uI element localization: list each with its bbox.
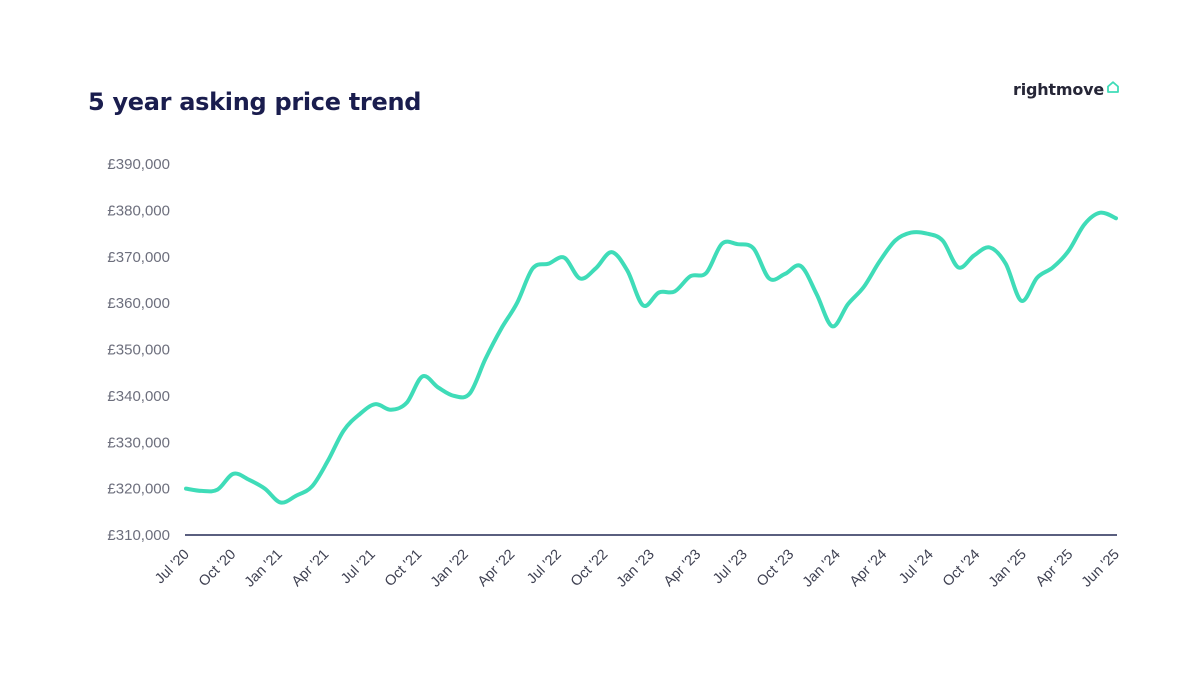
data-point bbox=[231, 472, 235, 476]
x-tick-label: Jan '21 bbox=[242, 547, 286, 591]
data-point bbox=[515, 301, 519, 305]
data-point bbox=[657, 291, 661, 295]
brand-name: rightmove bbox=[1013, 80, 1105, 99]
x-tick-label: Jan '23 bbox=[614, 547, 658, 591]
rightmove-logo: rightmove bbox=[1013, 80, 1120, 99]
x-tick-label: Oct '21 bbox=[382, 547, 425, 590]
data-point bbox=[878, 259, 882, 263]
data-point bbox=[767, 277, 771, 281]
data-point bbox=[247, 478, 251, 482]
x-tick-label: Oct '20 bbox=[196, 547, 239, 590]
data-point bbox=[263, 487, 267, 491]
x-tick-label: Jul '20 bbox=[152, 547, 193, 588]
data-point bbox=[184, 487, 188, 491]
x-tick-label: Oct '24 bbox=[940, 547, 983, 590]
data-point bbox=[830, 324, 834, 328]
data-point bbox=[893, 239, 897, 243]
data-point bbox=[720, 242, 724, 246]
y-tick-label: £330,000 bbox=[107, 434, 170, 451]
data-point bbox=[688, 274, 692, 278]
data-point bbox=[815, 292, 819, 296]
house-icon bbox=[1106, 80, 1120, 99]
data-point bbox=[594, 266, 598, 270]
data-point bbox=[909, 231, 913, 235]
data-point bbox=[1051, 265, 1055, 269]
x-tick-label: Apr '21 bbox=[289, 547, 332, 590]
x-tick-label: Oct '23 bbox=[754, 547, 797, 590]
x-tick-label: Jan '25 bbox=[986, 547, 1030, 591]
data-point bbox=[294, 494, 298, 498]
data-point bbox=[342, 429, 346, 433]
x-tick-label: Jul '21 bbox=[338, 547, 379, 588]
y-axis-labels: £310,000 £320,000 £330,000 £340,000 £350,000… bbox=[107, 156, 170, 544]
data-point bbox=[389, 408, 393, 412]
data-point bbox=[1019, 299, 1023, 303]
y-tick-label: £350,000 bbox=[107, 342, 170, 359]
data-point bbox=[1098, 211, 1102, 215]
x-tick-label: Apr '25 bbox=[1033, 547, 1076, 590]
data-point bbox=[200, 489, 204, 493]
data-point bbox=[799, 264, 803, 268]
data-point bbox=[862, 285, 866, 289]
data-point bbox=[941, 239, 945, 243]
data-point bbox=[956, 265, 960, 269]
data-point bbox=[216, 488, 220, 492]
data-point bbox=[578, 277, 582, 281]
x-tick-label: Jun '25 bbox=[1079, 547, 1123, 591]
data-point bbox=[420, 374, 424, 378]
x-tick-label: Jan '24 bbox=[800, 547, 844, 591]
data-point bbox=[704, 271, 708, 275]
data-point bbox=[673, 290, 677, 294]
data-point bbox=[972, 253, 976, 257]
data-point bbox=[641, 303, 645, 307]
data-point bbox=[373, 402, 377, 406]
data-point bbox=[1114, 216, 1118, 220]
x-tick-label: Jul '22 bbox=[524, 547, 565, 588]
data-point bbox=[310, 484, 314, 488]
data-point bbox=[736, 242, 740, 246]
x-tick-label: Jan '22 bbox=[428, 547, 472, 591]
data-point bbox=[1083, 222, 1087, 226]
data-point bbox=[1004, 262, 1008, 266]
x-tick-label: Apr '22 bbox=[475, 547, 518, 590]
data-point bbox=[846, 302, 850, 306]
data-point bbox=[783, 272, 787, 276]
data-point bbox=[988, 246, 992, 250]
data-point bbox=[547, 262, 551, 266]
data-point bbox=[625, 269, 629, 273]
x-tick-label: Jul '24 bbox=[896, 547, 937, 588]
y-tick-label: £320,000 bbox=[107, 481, 170, 498]
data-point bbox=[610, 250, 614, 254]
data-point bbox=[562, 256, 566, 260]
y-tick-label: £380,000 bbox=[107, 202, 170, 219]
y-tick-label: £340,000 bbox=[107, 388, 170, 405]
x-axis-labels: Jul '20 Oct '20 Jan '21 Apr '21 Jul '21 Oct '… bbox=[152, 547, 1123, 591]
y-tick-label: £370,000 bbox=[107, 249, 170, 266]
data-point bbox=[436, 386, 440, 390]
data-point bbox=[405, 401, 409, 405]
data-point bbox=[925, 232, 929, 236]
data-point bbox=[531, 266, 535, 270]
x-tick-label: Apr '23 bbox=[661, 547, 704, 590]
data-point bbox=[1035, 276, 1039, 280]
data-point bbox=[499, 327, 503, 331]
data-point bbox=[452, 394, 456, 398]
x-tick-label: Oct '22 bbox=[568, 547, 611, 590]
data-point bbox=[468, 392, 472, 396]
data-point bbox=[357, 412, 361, 416]
data-point bbox=[1067, 249, 1071, 253]
y-tick-label: £390,000 bbox=[107, 156, 170, 173]
data-point bbox=[484, 357, 488, 361]
x-tick-label: Apr '24 bbox=[847, 547, 890, 590]
y-tick-label: £310,000 bbox=[107, 527, 170, 544]
data-point bbox=[279, 501, 283, 505]
data-point bbox=[752, 246, 756, 250]
x-tick-label: Jul '23 bbox=[710, 547, 751, 588]
y-tick-label: £360,000 bbox=[107, 295, 170, 312]
series-line-asking-price bbox=[184, 210, 1118, 505]
data-point bbox=[326, 459, 330, 463]
chart-title: 5 year asking price trend bbox=[88, 88, 422, 116]
